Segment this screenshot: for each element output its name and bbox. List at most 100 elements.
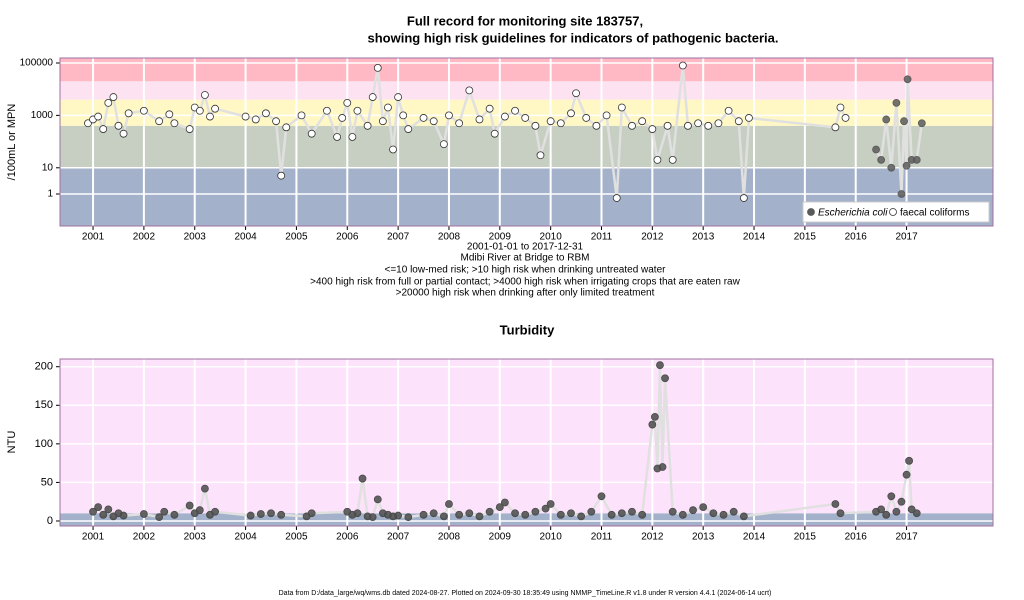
data-point: [663, 121, 672, 130]
x-tick-label: 2012: [641, 232, 664, 243]
chart-title: showing high risk guidelines for indicat…: [368, 30, 779, 45]
data-point: [521, 510, 530, 519]
x-tick-label: 2005: [285, 532, 308, 543]
legend-marker: [807, 208, 815, 216]
data-point: [656, 361, 664, 370]
x-tick-label: 2013: [692, 232, 715, 243]
x-tick-label: 2010: [540, 232, 563, 243]
data-point: [500, 498, 509, 507]
data-point: [617, 509, 626, 518]
x-tick-label: 2008: [438, 532, 461, 543]
data-point: [429, 117, 438, 126]
y-tick-label: 150: [35, 399, 53, 411]
data-point: [577, 512, 586, 521]
data-point: [650, 412, 659, 421]
data-point: [89, 507, 97, 516]
y-axis-label: /100mL or MPN: [6, 104, 18, 181]
data-point: [872, 145, 880, 154]
data-point: [668, 156, 677, 164]
data-point: [912, 509, 921, 518]
data-point: [124, 109, 133, 118]
data-point: [597, 492, 606, 501]
data-point: [109, 93, 118, 101]
data-point: [912, 156, 921, 164]
x-tick-label: 2014: [743, 532, 766, 543]
chart-title: Turbidity: [500, 322, 555, 337]
data-point: [724, 106, 733, 115]
risk-band: [60, 125, 993, 168]
data-point: [546, 500, 555, 508]
data-point: [897, 190, 906, 198]
data-point: [170, 510, 179, 519]
x-tick-label: 2009: [489, 532, 512, 543]
data-point: [709, 509, 718, 518]
data-point: [678, 510, 687, 519]
x-tick-label: 2014: [743, 232, 766, 243]
note: Mdibi River at Bridge to RBM: [461, 253, 590, 264]
data-point: [160, 507, 169, 516]
data-point: [617, 103, 626, 112]
data-point: [256, 510, 265, 518]
data-point: [546, 117, 555, 126]
data-point: [368, 513, 377, 522]
data-point: [99, 125, 108, 133]
data-point: [368, 93, 377, 101]
data-point: [333, 133, 342, 141]
data-point: [653, 156, 662, 164]
data-point: [119, 511, 128, 520]
y-axis-label: NTU: [6, 431, 18, 454]
chart-title: Full record for monitoring site 183757,: [407, 13, 643, 28]
data-point: [394, 511, 403, 520]
footer: Data from D:/data_large/wq/wms.db dated …: [279, 590, 772, 597]
data-point: [378, 117, 387, 126]
data-point: [399, 111, 408, 120]
data-point: [267, 509, 275, 518]
note: <=10 low-med risk; >10 high risk when dr…: [385, 265, 667, 276]
y-tick-label: 100: [35, 438, 53, 450]
data-point: [887, 492, 896, 501]
data-point: [211, 507, 219, 516]
legend-label: faecal coliforms: [900, 208, 969, 219]
data-point: [607, 510, 616, 519]
data-point: [531, 121, 540, 130]
data-point: [500, 112, 509, 121]
data-point: [272, 117, 280, 126]
data-point: [363, 121, 372, 130]
x-tick-label: 2015: [794, 232, 817, 243]
data-point: [170, 119, 179, 128]
data-point: [831, 500, 840, 508]
data-point: [628, 507, 636, 516]
x-tick-label: 2013: [692, 532, 715, 543]
x-tick-label: 2012: [641, 532, 664, 543]
data-point: [404, 513, 413, 522]
x-tick-label: 2004: [234, 532, 257, 543]
data-point: [439, 512, 448, 521]
data-point: [307, 129, 316, 138]
y-tick-label: 100000: [20, 58, 54, 69]
data-point: [419, 114, 428, 122]
y-tick-label: 1: [47, 189, 53, 200]
data-point: [277, 171, 286, 180]
data-point: [211, 104, 219, 113]
x-tick-label: 2003: [184, 532, 207, 543]
x-tick-label: 2002: [133, 532, 156, 543]
data-point: [241, 112, 250, 121]
data-point: [612, 194, 621, 202]
data-point: [262, 109, 270, 118]
data-point: [699, 503, 708, 512]
data-point: [94, 503, 103, 512]
data-point: [556, 510, 565, 519]
legend: Escherichia coli faecal coliforms: [802, 201, 990, 223]
data-point: [734, 117, 743, 126]
data-point: [714, 119, 723, 128]
data-point: [495, 503, 504, 512]
x-tick-label: 2006: [336, 532, 359, 543]
data-point: [704, 121, 713, 130]
data-point: [739, 194, 748, 202]
data-point: [836, 103, 845, 112]
data-point: [485, 507, 494, 516]
data-point: [907, 505, 916, 514]
note: >20000 high risk when drinking after onl…: [396, 288, 655, 299]
data-point: [567, 509, 575, 518]
data-point: [323, 106, 331, 115]
